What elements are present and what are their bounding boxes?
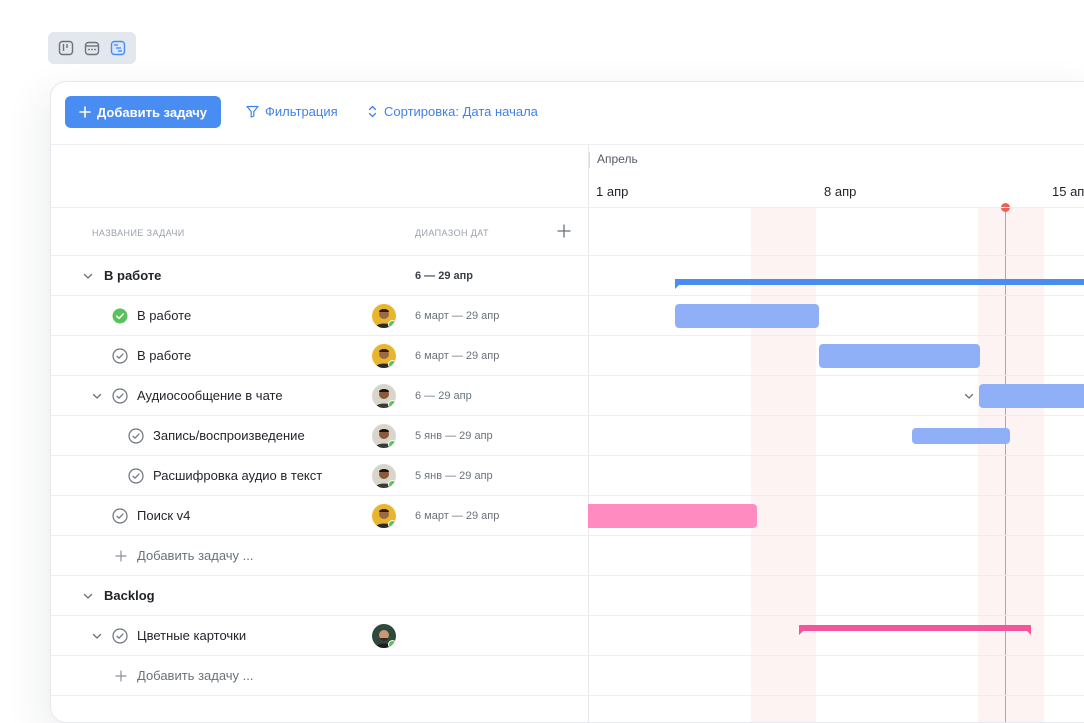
- add-task-label: Добавить задачу: [96, 104, 208, 120]
- avatar[interactable]: [372, 384, 396, 408]
- add-task-link[interactable]: Добавить задачу ...: [137, 668, 254, 683]
- task-label: Расшифровка аудио в текст: [153, 468, 323, 483]
- chevron-down-icon[interactable]: [81, 269, 95, 283]
- task-label: В работе: [137, 348, 192, 363]
- task-label: Аудиосообщение в чате: [137, 388, 283, 403]
- task-bar[interactable]: [819, 344, 980, 368]
- row-divider: [51, 295, 1084, 296]
- month-label: Апрель: [597, 152, 638, 166]
- date-range: 6 — 29 апр: [415, 270, 474, 282]
- check-circle-icon[interactable]: [112, 628, 128, 644]
- sort-button[interactable]: Сортировка: Дата начала: [367, 104, 538, 119]
- sort-icon: [368, 105, 377, 118]
- task-row[interactable]: В работе 6 март — 29 апр: [51, 336, 588, 376]
- task-row[interactable]: Аудиосообщение в чате 6 — 29 апр: [51, 376, 588, 416]
- toolbar: Добавить задачу Фильтрация Сортировка: Д…: [51, 82, 1084, 145]
- date-range: 5 янв — 29 апр: [415, 430, 493, 442]
- row-divider: [51, 255, 1084, 256]
- avatar[interactable]: [372, 504, 396, 528]
- task-label: Поиск v4: [137, 508, 191, 523]
- task-row[interactable]: Поиск v4 6 март — 29 апр: [51, 496, 588, 536]
- chevron-down-icon[interactable]: [90, 629, 104, 643]
- date-range: 6 март — 29 апр: [415, 310, 500, 322]
- date-range: 5 янв — 29 апр: [415, 470, 493, 482]
- date-range: 6 март — 29 апр: [415, 350, 500, 362]
- column-date-range: ДИАПАЗОН ДАТ: [415, 228, 489, 238]
- filter-label: Фильтрация: [265, 104, 338, 119]
- task-bar[interactable]: [912, 428, 1010, 444]
- task-bar[interactable]: [979, 384, 1084, 408]
- row-divider: [51, 615, 1084, 616]
- group-row[interactable]: Backlog: [51, 576, 588, 616]
- row-divider: [51, 695, 1084, 696]
- task-bar[interactable]: [675, 304, 819, 328]
- day-label: 1 апр: [596, 184, 629, 199]
- chevron-down-icon[interactable]: [81, 589, 95, 603]
- row-divider: [51, 575, 1084, 576]
- group-row[interactable]: В работе 6 — 29 апр: [51, 256, 588, 296]
- done-check-icon[interactable]: [112, 308, 128, 324]
- avatar[interactable]: [372, 344, 396, 368]
- plus-icon[interactable]: [114, 549, 128, 563]
- filter-button[interactable]: Фильтрация: [246, 104, 338, 119]
- avatar[interactable]: [372, 424, 396, 448]
- add-column-icon[interactable]: [555, 222, 573, 240]
- plus-icon: [79, 106, 91, 118]
- view-switcher: [48, 32, 136, 64]
- summary-bar[interactable]: [797, 624, 1033, 638]
- group-label: В работе: [104, 268, 162, 283]
- panel-divider: [588, 144, 589, 722]
- avatar[interactable]: [372, 464, 396, 488]
- plus-icon[interactable]: [114, 669, 128, 683]
- month-divider: [589, 152, 590, 168]
- avatar[interactable]: [372, 304, 396, 328]
- add-task-row[interactable]: Добавить задачу ...: [51, 656, 588, 696]
- timeline-header: Апрель 1 апр 8 апр 15 апр: [589, 144, 1084, 208]
- add-task-row[interactable]: Добавить задачу ...: [51, 536, 588, 576]
- task-label: Цветные карточки: [137, 628, 247, 643]
- group-summary-bar[interactable]: [673, 278, 1084, 292]
- kanban-icon[interactable]: [57, 39, 75, 57]
- row-divider: [51, 335, 1084, 336]
- date-range: 6 — 29 апр: [415, 390, 472, 402]
- check-circle-icon[interactable]: [112, 388, 128, 404]
- row-divider: [51, 655, 1084, 656]
- task-row[interactable]: В работе 6 март — 29 апр: [51, 296, 588, 336]
- today-line: [1005, 207, 1006, 722]
- check-circle-icon[interactable]: [128, 468, 144, 484]
- task-label: В работе: [137, 308, 192, 323]
- weekend-column: [751, 208, 816, 722]
- add-task-link[interactable]: Добавить задачу ...: [137, 548, 254, 563]
- group-label: Backlog: [104, 588, 155, 603]
- day-label: 8 апр: [824, 184, 857, 199]
- row-divider: [51, 495, 1084, 496]
- gantt-icon[interactable]: [109, 39, 127, 57]
- day-label: 15 апр: [1052, 184, 1084, 199]
- row-divider: [51, 207, 1084, 208]
- check-circle-icon[interactable]: [128, 428, 144, 444]
- task-bar[interactable]: [588, 504, 757, 528]
- row-divider: [51, 415, 1084, 416]
- column-task-name: НАЗВАНИЕ ЗАДАЧИ: [92, 228, 185, 238]
- row-divider: [51, 535, 1084, 536]
- weekend-column: [978, 208, 1044, 722]
- subtask-row[interactable]: Запись/воспроизведение 5 янв — 29 апр: [51, 416, 588, 456]
- date-range: 6 март — 29 апр: [415, 510, 500, 522]
- row-divider: [51, 375, 1084, 376]
- task-row[interactable]: Цветные карточки: [51, 616, 588, 656]
- filter-icon: [246, 105, 259, 118]
- check-circle-icon[interactable]: [112, 348, 128, 364]
- avatar[interactable]: [372, 624, 396, 648]
- sort-label: Сортировка: Дата начала: [384, 104, 538, 119]
- chevron-down-icon[interactable]: [90, 389, 104, 403]
- subtask-row[interactable]: Расшифровка аудио в текст 5 янв — 29 апр: [51, 456, 588, 496]
- task-label: Запись/воспроизведение: [153, 428, 305, 443]
- calendar-icon[interactable]: [83, 39, 101, 57]
- check-circle-icon[interactable]: [112, 508, 128, 524]
- row-divider: [51, 455, 1084, 456]
- add-task-button[interactable]: Добавить задачу: [65, 96, 221, 128]
- gantt-card: Добавить задачу Фильтрация Сортировка: Д…: [50, 81, 1084, 723]
- chevron-down-icon[interactable]: [963, 390, 975, 402]
